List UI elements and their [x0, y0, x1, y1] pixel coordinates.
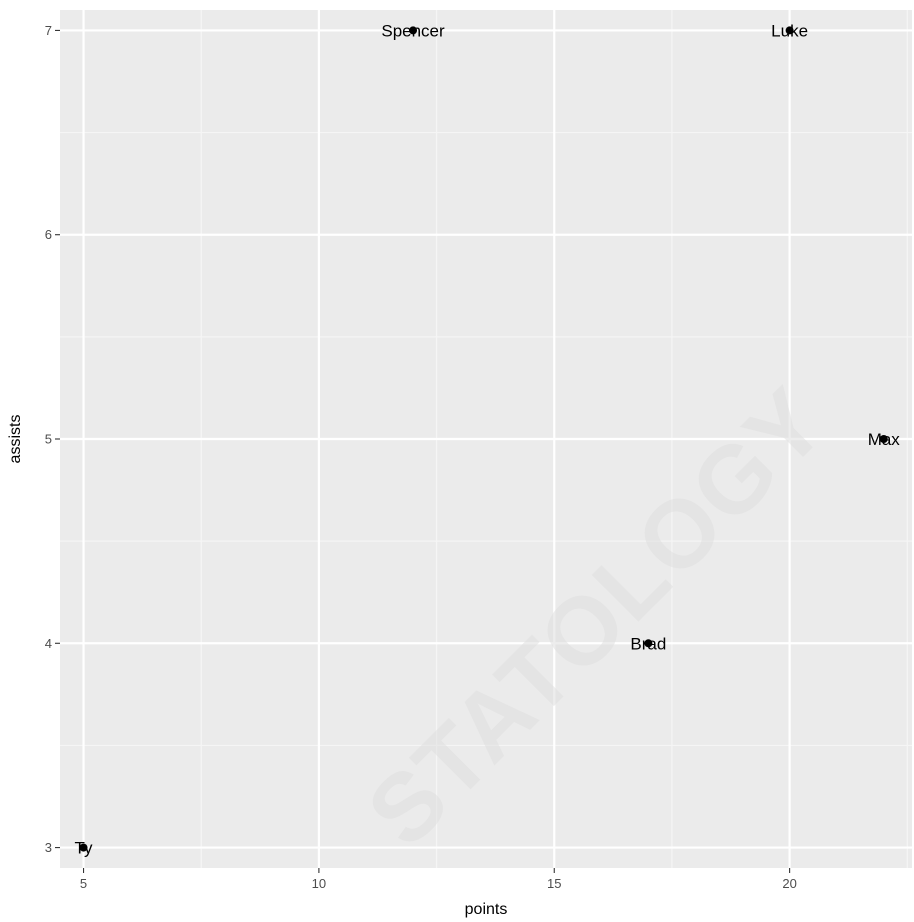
y-axis-title: assists [7, 415, 24, 464]
point-label-max: Max [868, 430, 901, 449]
x-tick-label: 10 [312, 876, 326, 891]
y-tick-label: 3 [45, 840, 52, 855]
y-tick-label: 5 [45, 432, 52, 447]
x-tick-label: 20 [782, 876, 796, 891]
point-label-luke: Luke [771, 21, 808, 40]
y-axis-ticks: 3 4 5 6 7 [45, 23, 60, 855]
x-axis-title: points [465, 901, 508, 918]
y-tick-label: 6 [45, 227, 52, 242]
x-tick-label: 15 [547, 876, 561, 891]
point-label-spencer: Spencer [381, 21, 445, 40]
x-tick-label: 5 [80, 876, 87, 891]
y-tick-label: 4 [45, 636, 52, 651]
point-label-ty: Ty [75, 839, 93, 858]
y-tick-label: 7 [45, 23, 52, 38]
x-axis-ticks: 5 10 15 20 [80, 868, 797, 891]
